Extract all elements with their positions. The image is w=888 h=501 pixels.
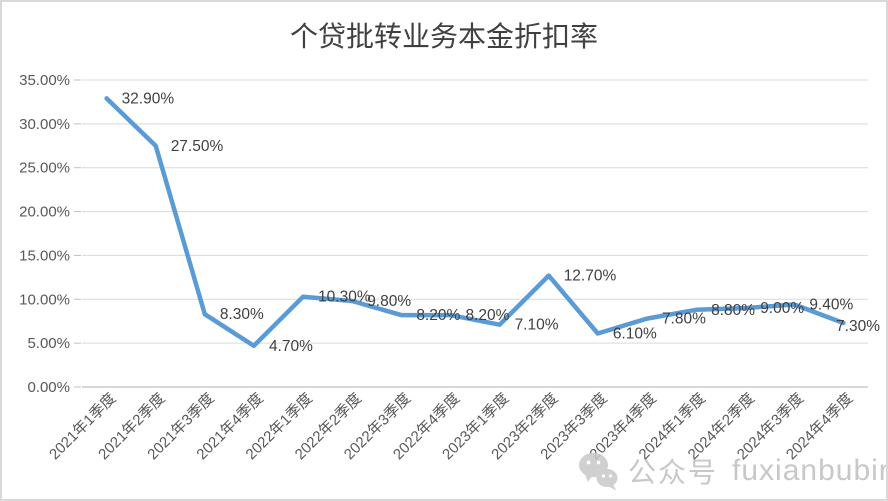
y-tick-label: 5.00% bbox=[27, 335, 70, 352]
y-tick-label: 10.00% bbox=[19, 291, 70, 308]
y-tick-label: 20.00% bbox=[19, 204, 70, 221]
watermark-account: fuxianbubin bbox=[732, 454, 888, 487]
data-label: 9.40% bbox=[809, 297, 853, 314]
y-tick-label: 30.00% bbox=[19, 116, 70, 133]
data-label: 8.30% bbox=[220, 306, 264, 323]
data-label: 7.80% bbox=[662, 311, 706, 328]
data-label: 4.70% bbox=[269, 338, 313, 355]
data-label: 7.30% bbox=[836, 318, 880, 335]
data-label: 6.10% bbox=[613, 325, 657, 342]
data-label: 27.50% bbox=[171, 138, 224, 155]
y-tick-label: 0.00% bbox=[27, 379, 70, 396]
watermark-platform-label: 公众号 bbox=[628, 457, 719, 488]
y-tick-label: 15.00% bbox=[19, 247, 70, 264]
data-label: 7.10% bbox=[515, 317, 559, 334]
data-label: 12.70% bbox=[564, 268, 617, 285]
y-tick-label: 35.00% bbox=[19, 72, 70, 89]
y-tick-label: 25.00% bbox=[19, 160, 70, 177]
data-label: 9.00% bbox=[760, 300, 804, 317]
data-label: 32.90% bbox=[122, 90, 175, 107]
data-label: 8.20% bbox=[416, 307, 460, 324]
data-label: 8.80% bbox=[711, 302, 755, 319]
data-label: 8.20% bbox=[465, 307, 509, 324]
data-label: 10.30% bbox=[318, 289, 371, 306]
data-label: 9.80% bbox=[367, 293, 411, 310]
discount-rate-line bbox=[104, 96, 846, 349]
watermark: 公众号 fuxianbubin bbox=[578, 450, 888, 492]
wechat-icon bbox=[579, 452, 618, 491]
